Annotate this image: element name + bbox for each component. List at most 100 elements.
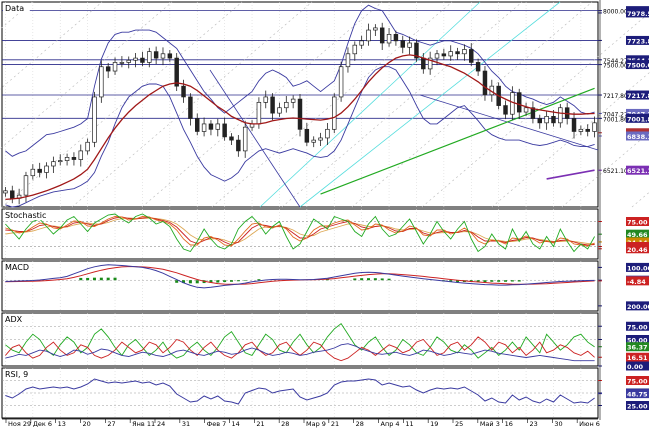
candle-body xyxy=(455,51,460,55)
y-tick-label: 7217.80 xyxy=(603,93,628,100)
x-tick-label: 24 xyxy=(157,420,165,428)
candle-body xyxy=(23,175,29,196)
x-tick-label: 11 xyxy=(405,420,413,428)
price-marker-bg xyxy=(626,401,649,410)
price-marker-label: 7723.80 xyxy=(627,37,650,45)
candle-body xyxy=(578,128,584,132)
candle-body xyxy=(181,85,186,98)
candle-body xyxy=(503,105,508,115)
candle-body xyxy=(530,107,536,119)
price-marker-label: 6838.19 xyxy=(627,133,650,141)
candle-body xyxy=(215,123,221,130)
price-marker-label: 75.00 xyxy=(627,323,648,331)
candle-body xyxy=(85,141,90,152)
candle-body xyxy=(571,118,577,132)
macd-histogram-bar xyxy=(497,280,501,282)
x-tick-label: 28 xyxy=(356,420,364,428)
x-tick-label: 30 xyxy=(554,420,562,428)
macd-histogram-bar xyxy=(229,280,233,282)
price-marker-bg xyxy=(626,301,649,311)
panel-title-price: Data xyxy=(5,4,24,13)
price-marker-label: 7978.53 xyxy=(627,10,650,18)
channel-line xyxy=(259,1,481,208)
x-tick-label: Мар 9 xyxy=(306,420,326,428)
x-tick-label: 25 xyxy=(455,420,463,428)
candle-body xyxy=(414,42,419,59)
candle-body xyxy=(407,42,412,48)
stochastic-line xyxy=(5,213,595,253)
candle-body xyxy=(263,96,268,103)
macd-histogram-bar xyxy=(79,277,83,281)
panel-frame-macd xyxy=(1,260,599,312)
panel-title-bg xyxy=(3,210,61,220)
price-marker-bg xyxy=(626,35,649,45)
candle-body xyxy=(469,49,474,63)
macd-histogram-bar xyxy=(367,278,371,281)
candle-body xyxy=(332,96,337,130)
x-tick-label: 19 xyxy=(430,420,438,428)
panel-title-bg xyxy=(3,369,41,379)
price-marker-label: 75.00 xyxy=(627,378,648,386)
macd-histogram-bar xyxy=(490,280,494,282)
price-marker-bg xyxy=(626,217,649,226)
candle-body xyxy=(119,62,125,64)
panel-title-stochastic: Stochastic xyxy=(5,211,46,220)
candle-body xyxy=(201,123,207,132)
x-tick-label: 14 xyxy=(232,420,240,428)
candle-body xyxy=(558,107,563,124)
candle-body xyxy=(167,53,173,59)
bollinger-lower xyxy=(5,66,595,208)
candle-body xyxy=(3,190,8,194)
macd-histogram-bar xyxy=(243,280,247,281)
macd-histogram-bar xyxy=(216,280,220,283)
macd-histogram-bar xyxy=(236,280,240,282)
candle-body xyxy=(311,139,316,143)
price-marker-bg xyxy=(626,361,649,371)
candle-body xyxy=(297,98,303,130)
rsi-line xyxy=(5,378,595,405)
candle-body xyxy=(523,107,529,113)
candle-body xyxy=(30,168,36,177)
price-marker-bg xyxy=(626,335,649,344)
candle-body xyxy=(51,161,56,167)
candle-body xyxy=(256,101,262,125)
candle-body xyxy=(352,44,358,55)
x-tick-label: Июн 6 xyxy=(579,420,600,428)
candle-body xyxy=(373,27,378,31)
x-tick-label: 21 xyxy=(331,420,339,428)
candle-body xyxy=(400,40,405,48)
candle-body xyxy=(147,51,152,63)
candle-body xyxy=(78,150,84,160)
macd-histogram-bar xyxy=(86,277,90,281)
candle-body xyxy=(482,70,488,96)
candle-body xyxy=(338,66,344,98)
candle-body xyxy=(160,53,166,59)
x-tick-label: 21 xyxy=(256,420,264,428)
macd-histogram-bar xyxy=(483,280,487,283)
price-marker-label: 25.00 xyxy=(627,403,648,411)
price-marker-bg xyxy=(626,108,649,118)
x-tick-label: 27 xyxy=(107,420,115,428)
macd-histogram-bar xyxy=(449,280,453,282)
price-marker-label: 75.00 xyxy=(627,219,648,227)
candle-body xyxy=(359,40,364,46)
macd-histogram-bar xyxy=(504,280,508,282)
macd-histogram-bar xyxy=(353,278,357,281)
x-tick-label: Фев 7 xyxy=(207,420,227,428)
macd-histogram-bar xyxy=(517,280,521,282)
macd-histogram-bar xyxy=(325,279,329,281)
price-marker-bg xyxy=(626,90,649,100)
candle-body xyxy=(99,66,104,98)
candle-body xyxy=(462,49,467,55)
panel-title-adx: ADX xyxy=(5,315,23,324)
x-tick-label: Дек 6 xyxy=(33,420,52,428)
candle-body xyxy=(544,116,549,124)
candle-body xyxy=(304,128,310,143)
price-marker-bg xyxy=(626,376,649,385)
candle-body xyxy=(208,123,214,130)
candle-body xyxy=(516,92,522,113)
candle-body xyxy=(105,66,111,72)
panel-title-rsi: RSI, 9 xyxy=(5,370,28,379)
